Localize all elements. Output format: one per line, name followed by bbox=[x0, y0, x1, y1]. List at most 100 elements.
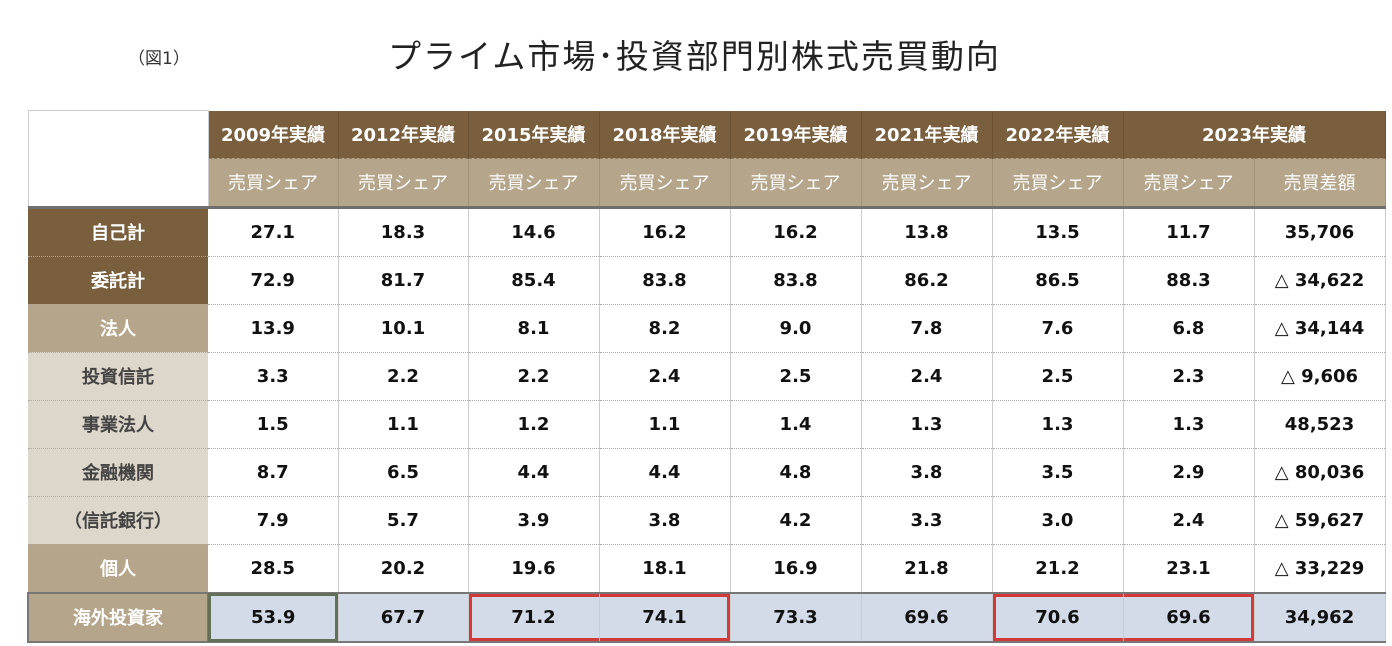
table-cell: 27.1 bbox=[208, 205, 339, 257]
table-cell: △ 59,627 bbox=[1254, 496, 1386, 545]
table-cell: 18.3 bbox=[338, 205, 469, 257]
table-cell: 13.5 bbox=[992, 205, 1124, 257]
sub-header: 売買シェア bbox=[599, 157, 731, 207]
table-cell: 7.6 bbox=[992, 304, 1124, 353]
table-row: （信託銀行） 7.9 5.7 3.9 3.8 4.2 3.3 3.0 2.4 △ 59,627 bbox=[28, 496, 1386, 545]
table-cell: 3.8 bbox=[599, 496, 731, 545]
sub-header: 売買差額 bbox=[1254, 157, 1386, 207]
table-cell: △ 34,144 bbox=[1254, 304, 1386, 353]
table-cell: △ 9,606 bbox=[1254, 352, 1386, 401]
table-cell: 83.8 bbox=[599, 256, 731, 305]
table-cell: 4.2 bbox=[730, 496, 862, 545]
table-cell: 28.5 bbox=[208, 544, 339, 593]
table-cell: 8.1 bbox=[468, 304, 600, 353]
table-cell: 2.9 bbox=[1123, 448, 1255, 497]
table-cell: △ 33,229 bbox=[1254, 544, 1386, 593]
table-cell: 67.7 bbox=[338, 591, 469, 643]
table-cell: △ 34,622 bbox=[1254, 256, 1386, 305]
table-cell: 2.3 bbox=[1123, 352, 1255, 401]
table-cell: 73.3 bbox=[730, 591, 862, 643]
table-cell: 7.9 bbox=[208, 496, 339, 545]
table-row: 事業法人 1.5 1.1 1.2 1.1 1.4 1.3 1.3 1.3 48,523 bbox=[28, 400, 1386, 449]
table-cell: 18.1 bbox=[599, 544, 731, 593]
table-cell: 13.8 bbox=[861, 205, 993, 257]
table-cell: 74.1 bbox=[599, 591, 731, 643]
table-cell: 71.2 bbox=[468, 591, 600, 643]
table-cell: 35,706 bbox=[1254, 205, 1386, 257]
table-cell: 53.9 bbox=[208, 591, 339, 643]
row-label: （信託銀行） bbox=[28, 496, 208, 545]
table-cell: 13.9 bbox=[208, 304, 339, 353]
table-cell: 3.8 bbox=[861, 448, 993, 497]
table-cell: 70.6 bbox=[992, 591, 1124, 643]
table-cell: 2.2 bbox=[468, 352, 600, 401]
table-cell: 4.4 bbox=[468, 448, 600, 497]
table-cell: 88.3 bbox=[1123, 256, 1255, 305]
table-cell: 16.2 bbox=[730, 205, 862, 257]
table-cell: 20.2 bbox=[338, 544, 469, 593]
table-cell: 9.0 bbox=[730, 304, 862, 353]
column-header: 2019年実績 bbox=[730, 110, 862, 158]
table-cell: △ 80,036 bbox=[1254, 448, 1386, 497]
sub-header: 売買シェア bbox=[468, 157, 600, 207]
table-cell: 81.7 bbox=[338, 256, 469, 305]
table-row: 個人 28.5 20.2 19.6 18.1 16.9 21.8 21.2 23.1 △ 33,2… bbox=[28, 544, 1386, 593]
table-row: 委託計 72.9 81.7 85.4 83.8 83.8 86.2 86.5 88.3 △ 34,… bbox=[28, 256, 1386, 305]
page-title: プライム市場･投資部門別株式売買動向 bbox=[388, 37, 1001, 76]
sub-header: 売買シェア bbox=[730, 157, 862, 207]
table-cell: 3.3 bbox=[861, 496, 993, 545]
table-cell: 72.9 bbox=[208, 256, 339, 305]
table-cell: 3.3 bbox=[208, 352, 339, 401]
table-cell: 4.8 bbox=[730, 448, 862, 497]
table-cell: 34,962 bbox=[1254, 591, 1386, 643]
table-cell: 2.5 bbox=[992, 352, 1124, 401]
table-cell: 11.7 bbox=[1123, 205, 1255, 257]
table-cell: 21.8 bbox=[861, 544, 993, 593]
table-row: 自己計 27.1 18.3 14.6 16.2 16.2 13.8 13.5 11.7 35,70… bbox=[28, 205, 1386, 257]
row-label: 事業法人 bbox=[28, 400, 208, 449]
table-cell: 2.4 bbox=[1123, 496, 1255, 545]
table-cell: 1.3 bbox=[1123, 400, 1255, 449]
table-cell: 14.6 bbox=[468, 205, 600, 257]
row-label: 金融機関 bbox=[28, 448, 208, 497]
table-cell: 7.8 bbox=[861, 304, 993, 353]
table-cell: 1.1 bbox=[338, 400, 469, 449]
table-row: 法人 13.9 10.1 8.1 8.2 9.0 7.8 7.6 6.8 △ 34,144 bbox=[28, 304, 1386, 353]
corner-cell bbox=[27, 110, 209, 208]
table-row: 投資信託 3.3 2.2 2.2 2.4 2.5 2.4 2.5 2.3 △ 9,606 bbox=[28, 352, 1386, 401]
table-cell: 3.9 bbox=[468, 496, 600, 545]
table-cell: 23.1 bbox=[1123, 544, 1255, 593]
table-cell: 85.4 bbox=[468, 256, 600, 305]
figure-label: （図1） bbox=[128, 49, 190, 69]
sub-header: 売買シェア bbox=[861, 157, 993, 207]
table-cell: 1.5 bbox=[208, 400, 339, 449]
table-cell: 3.5 bbox=[992, 448, 1124, 497]
column-header: 2009年実績 bbox=[208, 110, 339, 158]
table-cell: 16.9 bbox=[730, 544, 862, 593]
table-cell: 1.3 bbox=[992, 400, 1124, 449]
table-cell: 2.4 bbox=[599, 352, 731, 401]
table-cell: 69.6 bbox=[861, 591, 993, 643]
table-row: 海外投資家 53.9 67.7 71.2 74.1 73.3 69.6 70.6 69.6 34,… bbox=[27, 591, 1386, 643]
table-cell: 48,523 bbox=[1254, 400, 1386, 449]
table-cell: 8.7 bbox=[208, 448, 339, 497]
table-cell: 2.4 bbox=[861, 352, 993, 401]
table-row: 金融機関 8.7 6.5 4.4 4.4 4.8 3.8 3.5 2.9 △ 80,036 bbox=[28, 448, 1386, 497]
table-cell: 16.2 bbox=[599, 205, 731, 257]
table-cell: 6.8 bbox=[1123, 304, 1255, 353]
sub-header: 売買シェア bbox=[992, 157, 1124, 207]
column-header: 2021年実績 bbox=[861, 110, 993, 158]
table-cell: 1.2 bbox=[468, 400, 600, 449]
table-cell: 1.1 bbox=[599, 400, 731, 449]
sub-header: 売買シェア bbox=[338, 157, 469, 207]
table-cell: 3.0 bbox=[992, 496, 1124, 545]
table-cell: 6.5 bbox=[338, 448, 469, 497]
row-label: 個人 bbox=[28, 544, 208, 593]
sub-header: 売買シェア bbox=[1123, 157, 1255, 207]
column-header: 2022年実績 bbox=[992, 110, 1124, 158]
row-label: 海外投資家 bbox=[27, 591, 209, 643]
table-cell: 5.7 bbox=[338, 496, 469, 545]
table-cell: 1.4 bbox=[730, 400, 862, 449]
table-cell: 4.4 bbox=[599, 448, 731, 497]
table-cell: 69.6 bbox=[1123, 591, 1255, 643]
